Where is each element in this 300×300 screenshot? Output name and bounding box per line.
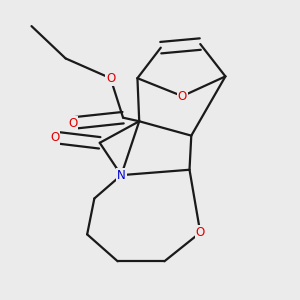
Text: O: O (178, 90, 187, 103)
Text: N: N (117, 169, 126, 182)
Text: O: O (50, 131, 59, 144)
Text: O: O (68, 117, 77, 130)
Text: O: O (196, 226, 205, 239)
Text: O: O (106, 72, 115, 85)
